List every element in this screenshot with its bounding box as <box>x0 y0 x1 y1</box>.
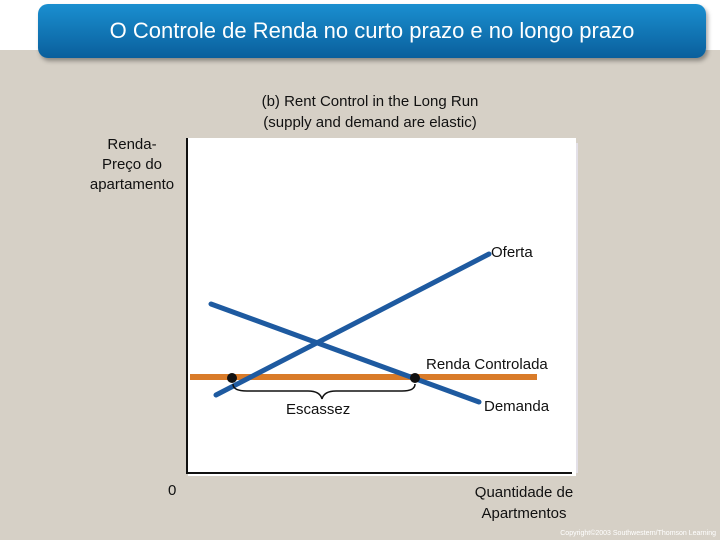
x-axis-title-line-2: Apartmentos <box>481 505 567 522</box>
demand-ceiling-point <box>410 373 420 383</box>
chart-title-line-1: (b) Rent Control in the Long Run <box>261 93 479 110</box>
origin-label: 0 <box>168 482 177 499</box>
chart-title: (b) Rent Control in the Long Run (supply… <box>230 91 510 133</box>
shortage-brace <box>232 383 416 400</box>
shortage-label: Escassez <box>286 401 351 418</box>
y-axis-title-line-3: apartamento <box>89 176 175 193</box>
title-bar: O Controle de Renda no curto prazo e no … <box>38 4 706 58</box>
y-axis-title: Renda- Preço do apartamento <box>78 135 186 195</box>
supply-ceiling-point <box>227 373 237 383</box>
x-axis-title: Quantidade de Apartmentos <box>452 482 596 524</box>
demand-curve <box>208 301 482 405</box>
x-axis-title-line-1: Quantidade de <box>474 484 574 501</box>
slide-title: O Controle de Renda no curto prazo e no … <box>109 18 635 43</box>
supply-label: Oferta <box>491 244 533 261</box>
rent-control-label: Renda Controlada <box>426 356 548 373</box>
supply-curve <box>213 251 492 398</box>
y-axis-title-line-2: Preço do <box>101 156 163 173</box>
demand-label: Demanda <box>484 398 550 415</box>
chart-title-line-2: (supply and demand are elastic) <box>263 114 477 131</box>
y-axis-title-line-1: Renda- <box>107 136 157 153</box>
copyright-notice: Copyright©2003 Southwestern/Thomson Lear… <box>560 530 716 537</box>
